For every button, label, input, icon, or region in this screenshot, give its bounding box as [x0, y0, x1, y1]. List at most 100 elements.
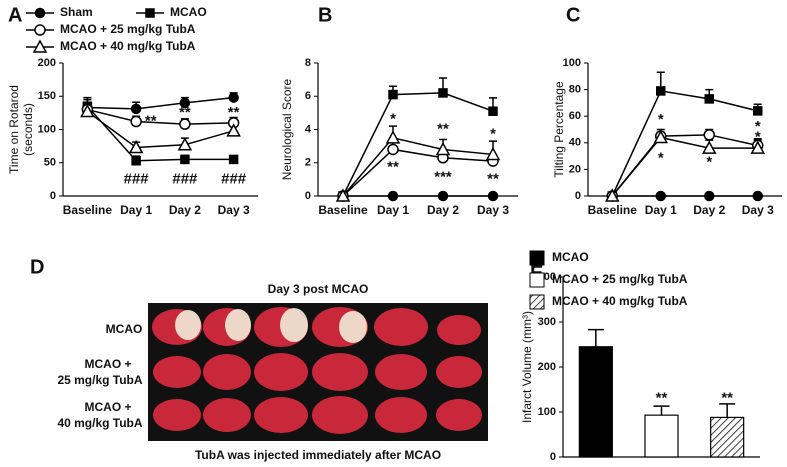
y-tick-label: 100: [538, 406, 556, 418]
legend-label: MCAO: [170, 5, 207, 19]
y-axis-label: Tilting Percentage: [552, 81, 566, 178]
y-tick-label: 6: [305, 90, 311, 102]
slices: [152, 307, 482, 434]
marker: [226, 123, 241, 137]
annotation: ###: [172, 170, 198, 187]
marker: [179, 118, 191, 130]
row-label: MCAO: [106, 322, 143, 336]
series-line: [87, 108, 234, 125]
annotation: **: [145, 112, 157, 129]
marker: [437, 190, 449, 202]
legend-swatch: [529, 250, 545, 266]
y-tick-label: 200: [38, 57, 56, 69]
series-line: [342, 148, 494, 197]
error-bar: [587, 328, 604, 347]
marker: [701, 140, 717, 154]
y-tick-label: 0: [50, 190, 56, 202]
caption: TubA was injected immediately after MCAO: [195, 448, 441, 462]
annotation: *: [706, 154, 712, 171]
annotation: *: [658, 150, 664, 167]
annotation: **: [437, 120, 449, 137]
annotation: ***: [434, 169, 452, 186]
marker: [485, 146, 501, 161]
x-tick-label: Baseline: [63, 203, 113, 217]
annotation: *: [490, 125, 496, 142]
series-line: [86, 110, 234, 149]
marker: [487, 190, 499, 202]
annotation: **: [228, 104, 240, 121]
marker: [604, 188, 620, 202]
annotation: **: [656, 389, 668, 406]
marker: [179, 97, 191, 109]
legend-label: MCAO + 25 mg/kg TubA: [60, 22, 196, 36]
bar: [710, 416, 745, 458]
annotation: ###: [124, 170, 150, 187]
marker: [335, 188, 351, 202]
marker: [388, 89, 398, 100]
legend-label: MCAO + 40 mg/kg TubA: [552, 294, 688, 308]
series-line: [611, 134, 758, 197]
panel-label: C: [566, 4, 580, 26]
y-tick-label: 150: [38, 90, 56, 102]
annotation: ###: [221, 170, 247, 187]
annotation: **: [721, 389, 733, 406]
marker: [655, 190, 666, 202]
row-label: MCAO +: [84, 400, 131, 414]
y-axis-label: Infarct Volume (mm³): [520, 311, 534, 423]
marker: [145, 8, 155, 18]
y-tick-label: 0: [305, 190, 311, 202]
legend-swatch: [529, 272, 545, 288]
x-tick-label: Day 3: [742, 203, 774, 217]
legend-label: MCAO + 40 mg/kg TubA: [60, 39, 196, 53]
bar: [644, 414, 679, 458]
marker: [753, 106, 763, 116]
marker: [177, 137, 193, 151]
panel-label: A: [8, 4, 22, 26]
marker: [80, 103, 95, 118]
x-tick-label: Day 1: [120, 203, 152, 217]
panel-label: B: [318, 4, 332, 26]
marker: [387, 190, 399, 202]
x-tick-label: Baseline: [318, 203, 368, 217]
y-tick-label: 8: [305, 57, 311, 69]
series-line: [342, 92, 494, 197]
row-label: MCAO +: [84, 357, 131, 371]
y-tick-label: 80: [569, 84, 581, 96]
error-bar: [719, 403, 736, 418]
y-tick-label: 0: [575, 190, 581, 202]
marker: [656, 86, 666, 96]
marker: [34, 7, 46, 19]
marker: [704, 94, 714, 104]
x-tick-label: Day 1: [645, 203, 677, 217]
marker: [131, 156, 141, 166]
x-tick-label: Day 3: [477, 203, 509, 217]
y-axis-label: Time on Rotarod: [7, 85, 21, 174]
legend-label: Sham: [60, 5, 93, 19]
y-tick-label: 50: [44, 157, 56, 169]
legend-label: MCAO: [552, 250, 589, 264]
marker: [32, 39, 48, 53]
y-tick-label: 300: [538, 316, 556, 328]
annotation: *: [390, 110, 396, 127]
y-tick-label: 100: [38, 123, 56, 135]
y-axis-label: (seconds): [21, 103, 35, 156]
row-label: 25 mg/kg TubA: [57, 373, 142, 387]
x-tick-label: Baseline: [588, 203, 638, 217]
row-label: 40 mg/kg TubA: [57, 416, 142, 430]
series-line: [86, 105, 234, 162]
series-line: [611, 136, 758, 197]
y-tick-label: 40: [569, 137, 581, 149]
x-tick-label: Day 2: [427, 203, 459, 217]
error-bar: [653, 405, 670, 416]
marker: [438, 88, 448, 98]
series-line: [342, 136, 494, 197]
x-tick-label: Day 3: [218, 203, 250, 217]
y-tick-label: 20: [569, 163, 581, 175]
marker: [488, 106, 498, 116]
bar: [578, 346, 613, 458]
y-tick-label: 100: [563, 57, 581, 69]
y-axis-label: Neurological Score: [280, 78, 294, 180]
panel-title: Day 3 post MCAO: [268, 282, 369, 296]
series-line: [611, 90, 758, 197]
